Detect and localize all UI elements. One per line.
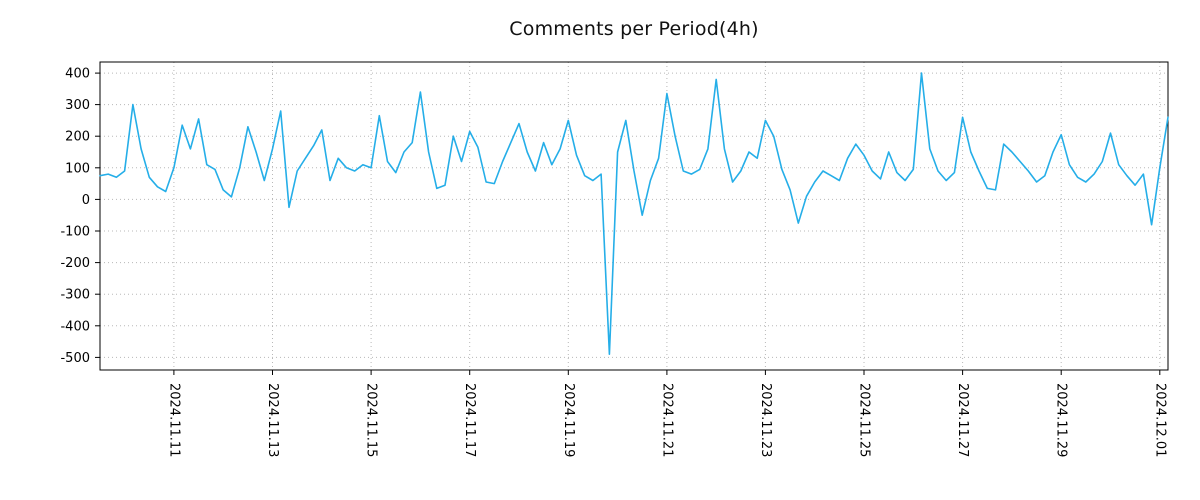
x-tick-label: 2024.11.19 — [561, 383, 576, 457]
grid-layer — [100, 62, 1168, 370]
x-axis-labels: 2024.11.11 2024.11.13 2024.11.15 2024.11.17… — [166, 383, 1167, 457]
x-tick-label: 2024.11.25 — [857, 383, 872, 457]
y-tick-label: -500 — [60, 351, 90, 366]
x-tick-label: 2024.11.13 — [265, 383, 280, 457]
chart-title: Comments per Period(4h) — [509, 18, 759, 40]
x-tick-label: 2024.11.29 — [1054, 383, 1069, 457]
x-tick-label: 2024.11.27 — [955, 383, 970, 457]
y-tick-label: 0 — [82, 193, 90, 208]
y-tick-label: -200 — [60, 256, 90, 271]
plot-border — [99, 61, 1169, 371]
y-tick-label: 200 — [65, 130, 90, 145]
data-line — [99, 72, 1169, 355]
x-tick-label: 2024.11.23 — [758, 383, 773, 457]
x-tick-label: 2024.12.01 — [1152, 383, 1167, 457]
x-tick-label: 2024.11.21 — [659, 383, 674, 457]
y-tick-label: 100 — [65, 161, 90, 176]
y-tick-label: 400 — [65, 67, 90, 82]
tick-marks-layer — [95, 72, 1161, 375]
x-tick-label: 2024.11.15 — [364, 383, 379, 457]
y-tick-label: -300 — [60, 288, 90, 303]
x-tick-label: 2024.11.17 — [462, 383, 477, 457]
y-tick-label: -100 — [60, 225, 90, 240]
y-axis-labels: 400 300 200 100 0 -100 -200 -300 -400 -500 — [60, 67, 90, 366]
y-tick-label: 300 — [65, 98, 90, 113]
y-tick-label: -400 — [60, 319, 90, 334]
x-tick-label: 2024.11.11 — [166, 383, 181, 457]
